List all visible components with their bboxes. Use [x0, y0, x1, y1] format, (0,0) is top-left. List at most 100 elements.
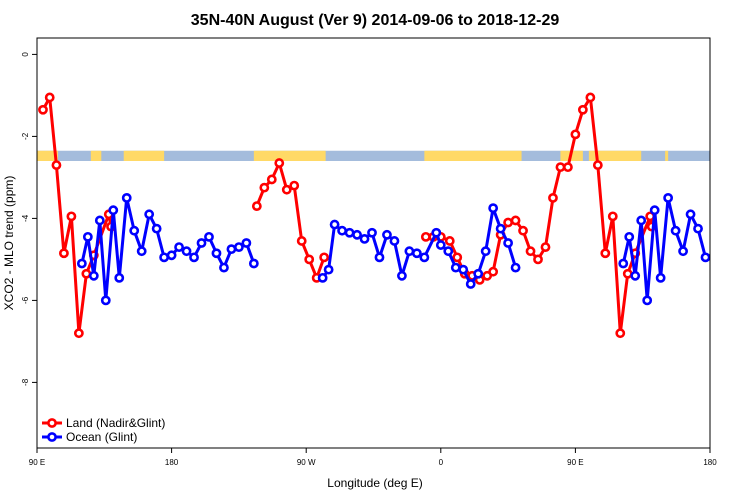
x-tick-label: 180 — [703, 458, 717, 467]
data-point — [488, 266, 499, 277]
data-point — [374, 252, 385, 263]
data-point — [525, 246, 536, 257]
y-tick-label: -8 — [21, 378, 30, 386]
data-point — [624, 231, 635, 242]
data-point — [100, 295, 111, 306]
data-point — [450, 262, 461, 273]
data-point — [670, 225, 681, 236]
data-point — [592, 160, 603, 170]
data-point — [174, 242, 184, 252]
data-point — [488, 203, 499, 214]
data-point — [548, 192, 558, 203]
x-tick-label: 90 E — [29, 458, 45, 467]
data-point — [44, 92, 55, 103]
series-line — [425, 96, 654, 335]
data-point — [563, 162, 573, 173]
data-point — [274, 158, 285, 168]
data-point — [518, 225, 528, 236]
data-point — [196, 238, 207, 248]
data-point — [151, 223, 162, 234]
land-band-segment — [253, 150, 326, 161]
data-point — [189, 252, 199, 263]
chart-title: 35N-40N August (Ver 9) 2014-09-06 to 201… — [191, 12, 560, 29]
data-point — [600, 248, 611, 259]
data-point — [452, 252, 463, 263]
data-point — [510, 215, 521, 226]
data-point — [510, 262, 521, 273]
data-point — [181, 246, 192, 257]
legend-label: Land (Nadir&Glint) — [66, 416, 165, 430]
x-tick-label: 0 — [439, 458, 444, 467]
data-point — [114, 272, 125, 283]
data-point — [443, 246, 454, 257]
data-point — [630, 270, 641, 281]
data-point — [444, 236, 455, 246]
data-point — [59, 248, 69, 259]
series-line — [255, 161, 326, 280]
data-point — [166, 250, 177, 261]
data-point — [88, 270, 99, 281]
ocean-band — [37, 150, 710, 161]
y-axis-label: XCO2 - MLO trend (ppm) — [2, 176, 16, 311]
land-ocean-band — [37, 150, 710, 161]
land-band-segment — [424, 150, 522, 161]
data-point — [241, 238, 252, 248]
data-point — [419, 252, 430, 263]
data-point — [540, 242, 551, 252]
data-point — [649, 205, 660, 216]
data-point — [352, 229, 362, 240]
land-band-segment — [37, 150, 58, 161]
data-point — [248, 258, 259, 269]
data-point — [226, 244, 237, 255]
data-point — [359, 233, 370, 244]
data-point — [420, 231, 431, 242]
data-point — [577, 104, 588, 115]
data-point — [607, 211, 618, 222]
series-ocean — [76, 192, 711, 306]
plot-frame — [36, 37, 711, 449]
data-point — [159, 252, 170, 263]
legend-swatch-marker — [47, 418, 57, 428]
x-tick-label: 90 E — [567, 458, 583, 467]
data-point — [685, 209, 696, 220]
data-point — [642, 295, 653, 306]
x-tick-label: 90 W — [297, 458, 316, 467]
data-point — [480, 246, 491, 257]
data-point — [211, 248, 222, 259]
data-point — [636, 215, 647, 226]
data-point — [693, 223, 703, 234]
data-point — [204, 231, 214, 242]
data-point — [219, 262, 229, 273]
land-band-segment — [90, 150, 102, 161]
data-point — [289, 180, 300, 191]
series-line — [41, 96, 113, 335]
land-band-segment — [588, 150, 642, 161]
data-point — [435, 240, 446, 250]
data-point — [678, 246, 688, 257]
data-point — [296, 236, 307, 246]
data-point — [82, 231, 93, 242]
data-point — [251, 201, 262, 211]
x-axis: 90 E 180 90 W 0 90 E 180 — [29, 448, 717, 467]
data-point — [129, 225, 140, 236]
data-point — [431, 227, 442, 238]
data-point — [76, 258, 87, 269]
y-tick-label: -6 — [21, 296, 30, 304]
data-point — [585, 92, 596, 103]
data-point — [411, 248, 422, 259]
legend-label: Ocean (Glint) — [66, 430, 137, 444]
data-point — [533, 254, 543, 265]
data-point — [266, 174, 277, 185]
data-point — [663, 192, 674, 203]
data-point — [655, 272, 666, 283]
data-point — [304, 254, 315, 265]
legend-entry: Land (Nadir&Glint) — [42, 416, 165, 430]
data-point — [259, 182, 270, 193]
data-point — [38, 104, 48, 115]
data-point — [81, 268, 92, 279]
y-tick-label: 0 — [21, 52, 30, 57]
x-tick-label: 180 — [165, 458, 179, 467]
data-point — [121, 192, 132, 203]
data-point — [108, 205, 119, 216]
data-point — [503, 238, 513, 248]
